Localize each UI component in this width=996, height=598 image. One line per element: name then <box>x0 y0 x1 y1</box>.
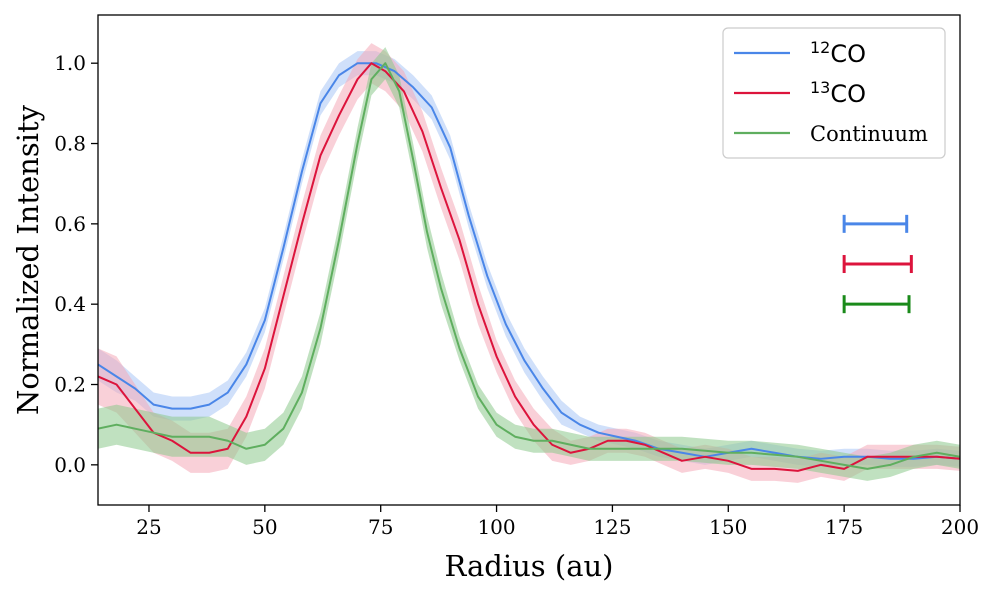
y-axis-label: Normalized Intensity <box>11 104 45 415</box>
x-tick-label-1: 50 <box>252 515 277 539</box>
x-tick-label-3: 100 <box>477 515 515 539</box>
legend-label-superscript-0: 12 <box>810 38 830 57</box>
y-tick-label-5: 1.0 <box>54 51 86 75</box>
y-tick-label-0: 0.0 <box>54 453 86 477</box>
y-axis-ticks: 0.0 0.2 0.4 0.6 0.8 1.0 <box>54 51 98 477</box>
line-2 <box>98 62 960 470</box>
line-1 <box>98 62 960 472</box>
y-tick-label-2: 0.4 <box>54 292 86 316</box>
y-tick-label-1: 0.2 <box>54 373 86 397</box>
legend-label-main-1: CO <box>830 80 866 108</box>
y-tick-label-4: 0.8 <box>54 132 86 156</box>
x-axis-label: Radius (au) <box>444 549 613 583</box>
beam-size-bars <box>842 214 913 314</box>
legend-box <box>722 27 946 159</box>
x-tick-label-6: 175 <box>825 515 863 539</box>
legend-label-0: 12CO <box>810 38 866 68</box>
series-lines <box>98 62 960 472</box>
x-tick-label-7: 200 <box>941 515 979 539</box>
legend-label-main-0: CO <box>830 40 866 68</box>
x-tick-label-5: 150 <box>709 515 747 539</box>
plot-frame <box>97 14 961 506</box>
y-tick-label-3: 0.6 <box>54 212 86 236</box>
x-tick-label-0: 25 <box>136 515 161 539</box>
x-tick-label-2: 75 <box>368 515 393 539</box>
legend-label-2: Continuum <box>810 122 928 146</box>
legend-label-1: 13CO <box>810 78 866 108</box>
legend-label-superscript-1: 13 <box>810 78 830 97</box>
x-tick-label-4: 125 <box>593 515 631 539</box>
x-axis-ticks: 25 50 75 100 125 150 175 200 <box>136 505 979 539</box>
